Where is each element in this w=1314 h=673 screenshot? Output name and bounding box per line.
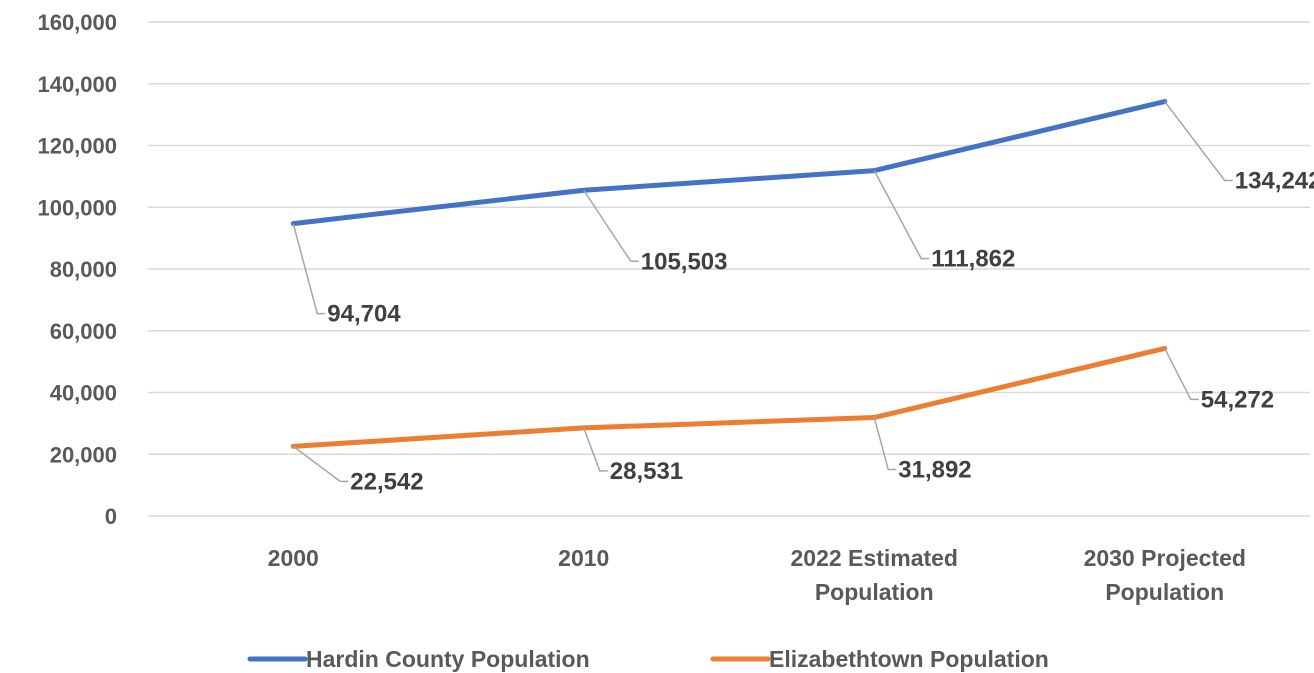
y-tick-label: 0 xyxy=(105,504,117,529)
data-label: 54,272 xyxy=(1201,386,1274,413)
data-labels: 94,704 105,503 111,862 134,242 22,542 28,531 3… xyxy=(327,168,1314,496)
data-label-leader xyxy=(292,445,349,483)
y-tick-label: 60,000 xyxy=(50,319,117,344)
legend-label: Hardin County Population xyxy=(306,646,590,672)
x-category-label: 2000 xyxy=(268,545,319,571)
gridlines xyxy=(148,21,1310,517)
x-category-label-line: 2010 xyxy=(558,545,609,571)
data-label-leader xyxy=(873,170,930,260)
x-category-label-line: 2000 xyxy=(268,545,319,571)
series-lines xyxy=(290,99,1168,449)
data-label: 111,862 xyxy=(931,246,1015,273)
data-label-leader xyxy=(292,223,326,315)
series-line xyxy=(290,345,1168,449)
data-label: 28,531 xyxy=(610,458,683,485)
y-tick-label: 20,000 xyxy=(50,442,117,467)
legend-label: Elizabethtown Population xyxy=(769,646,1049,672)
data-label-leader xyxy=(583,427,608,472)
legend: Hardin County Population Elizabethtown Po… xyxy=(247,646,1049,672)
data-label-leader xyxy=(583,189,639,263)
y-tick-label: 100,000 xyxy=(37,195,117,220)
x-category-label: 2022 Estimated Population xyxy=(791,545,958,605)
data-label-leader xyxy=(873,417,897,471)
y-tick-label: 140,000 xyxy=(37,72,117,97)
y-axis-tick-labels: 0 20,000 40,000 60,000 80,000 100,000 120,000 1… xyxy=(37,10,117,529)
x-category-label: 2030 Projected Population xyxy=(1084,545,1246,605)
y-tick-label: 40,000 xyxy=(50,381,117,406)
data-label-leader-lines xyxy=(292,101,1233,483)
data-label: 31,892 xyxy=(898,457,971,484)
x-category-label-line: 2022 Estimated xyxy=(791,545,958,571)
y-tick-label: 80,000 xyxy=(50,257,117,282)
data-label-leader xyxy=(1164,348,1199,401)
data-label: 134,242 xyxy=(1235,168,1314,195)
data-label: 22,542 xyxy=(350,468,423,495)
series-line xyxy=(290,99,1168,227)
y-tick-label: 160,000 xyxy=(37,10,117,35)
data-label: 105,503 xyxy=(641,248,728,275)
x-category-label-line: Population xyxy=(1105,579,1224,605)
data-label-leader xyxy=(1164,101,1233,182)
x-category-label: 2010 xyxy=(558,545,609,571)
x-category-label-line: Population xyxy=(815,579,934,605)
x-category-label-line: 2030 Projected xyxy=(1084,545,1246,571)
y-tick-label: 120,000 xyxy=(37,134,117,159)
data-label: 94,704 xyxy=(327,301,401,328)
